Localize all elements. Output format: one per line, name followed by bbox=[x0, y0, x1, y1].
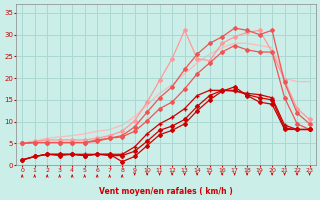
X-axis label: Vent moyen/en rafales ( km/h ): Vent moyen/en rafales ( km/h ) bbox=[99, 187, 233, 196]
